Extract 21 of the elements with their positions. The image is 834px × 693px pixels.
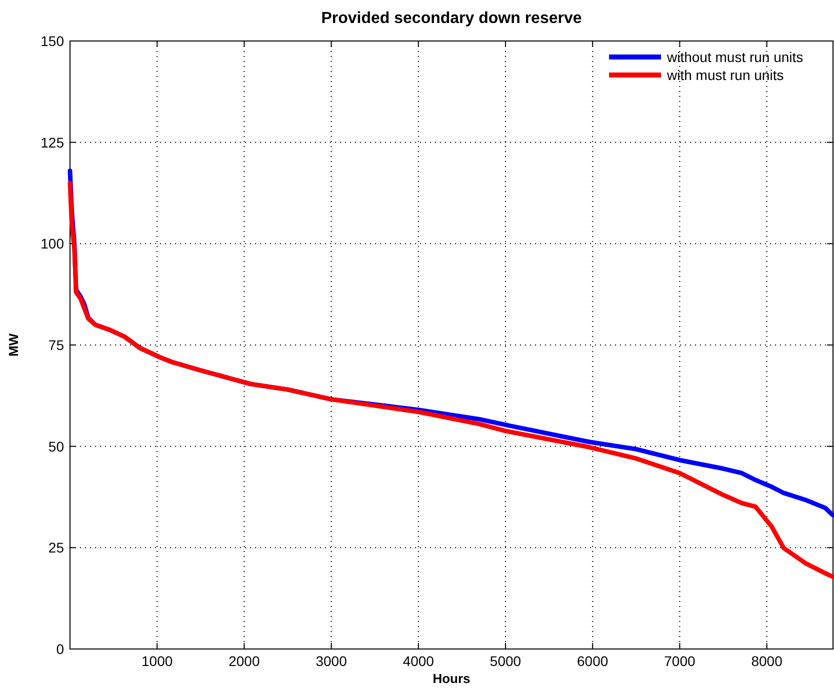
y-tick-label: 50 <box>48 438 64 454</box>
x-axis-title: Hours <box>432 671 470 686</box>
x-tick-label: 5000 <box>490 653 522 669</box>
x-tick-label: 7000 <box>664 653 696 669</box>
y-tick-label: 25 <box>48 540 64 556</box>
chart-title: Provided secondary down reserve <box>321 10 582 27</box>
legend-label: without must run units <box>666 49 804 65</box>
y-tick-label: 150 <box>40 33 64 49</box>
x-tick-label: 1000 <box>142 653 173 669</box>
x-tick-label: 8000 <box>751 653 783 669</box>
y-tick-label: 75 <box>48 337 64 353</box>
y-tick-label: 125 <box>40 134 64 150</box>
x-tick-label: 4000 <box>402 653 434 669</box>
y-tick-label: 0 <box>56 641 64 657</box>
x-tick-label: 2000 <box>228 653 260 669</box>
legend-label: with must run units <box>666 67 784 83</box>
y-axis-title: MW <box>6 332 21 357</box>
x-tick-label: 3000 <box>316 653 348 669</box>
x-tick-label: 6000 <box>577 653 608 669</box>
line-series <box>68 180 834 580</box>
y-tick-label: 100 <box>40 236 64 252</box>
